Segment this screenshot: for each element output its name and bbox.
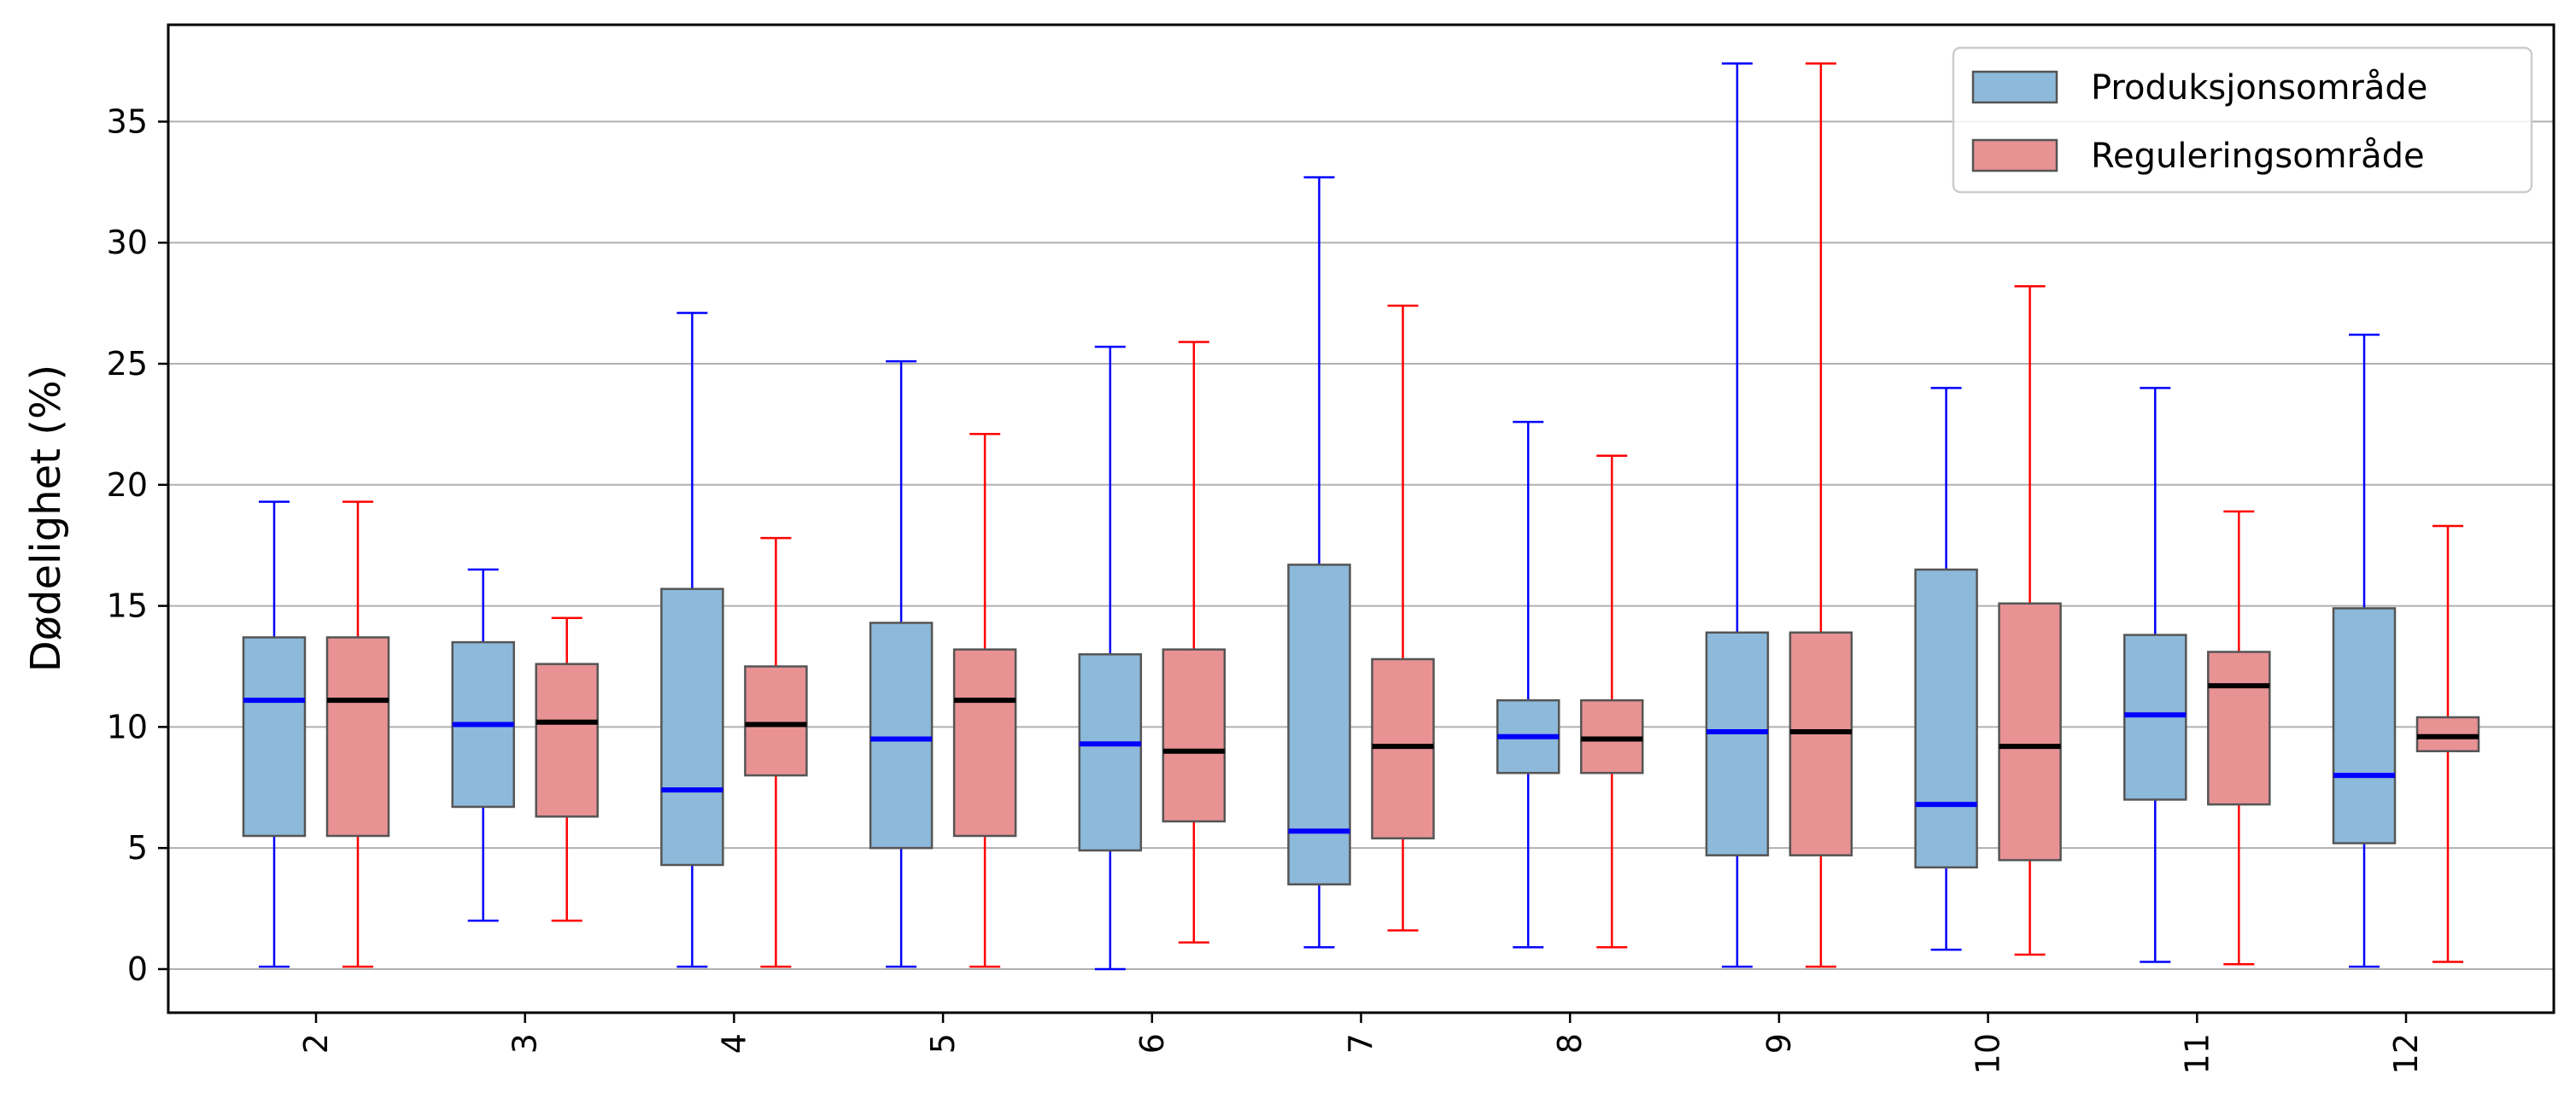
y-axis: 0 5 10 15 20 25 30 35 xyxy=(107,102,168,988)
box-iqr xyxy=(1789,631,1853,856)
legend-swatch-reguleringsomrade xyxy=(1971,138,2058,172)
box-iqr xyxy=(1705,631,1770,856)
box-iqr xyxy=(1914,568,1978,869)
y-axis-label: Dødelighet (%) xyxy=(22,365,70,673)
box-series xyxy=(242,62,2480,971)
box-reguleringsomrade xyxy=(1789,62,1853,968)
y-tick-label: 15 xyxy=(107,587,148,625)
legend-label-reguleringsomrade: Reguleringsområde xyxy=(2091,137,2425,176)
y-tick-label: 5 xyxy=(127,829,148,867)
box-produksjonsomrade xyxy=(242,500,307,968)
x-tick-label: 10 xyxy=(1970,1033,2007,1074)
legend-swatch-produksjonsomrade xyxy=(1971,70,2058,104)
y-tick-label: 10 xyxy=(107,708,148,745)
x-tick-label: 2 xyxy=(297,1033,335,1054)
y-tick-label: 30 xyxy=(107,224,148,261)
legend: Produksjonsområde Reguleringsområde xyxy=(1952,46,2533,194)
box-reguleringsomrade xyxy=(1998,285,2062,956)
x-axis: 2 3 4 5 6 7 8 9 10 11 12 xyxy=(297,1013,2425,1074)
box-produksjonsomrade xyxy=(1287,176,1351,949)
box-iqr xyxy=(1998,602,2062,862)
box-produksjonsomrade xyxy=(1914,387,1978,951)
box-iqr xyxy=(952,648,1017,838)
y-tick-label: 25 xyxy=(107,345,148,383)
box-produksjonsomrade xyxy=(660,312,724,968)
legend-frame xyxy=(1952,46,2533,194)
box-iqr xyxy=(325,636,390,838)
box-reguleringsomrade xyxy=(1371,304,1435,932)
x-tick-label: 9 xyxy=(1760,1033,1798,1054)
box-produksjonsomrade xyxy=(2123,387,2187,963)
box-iqr xyxy=(535,663,599,818)
box-reguleringsomrade xyxy=(744,536,808,968)
legend-label-produksjonsomrade: Produksjonsområde xyxy=(2091,68,2427,108)
x-tick-label: 6 xyxy=(1133,1033,1171,1054)
box-iqr xyxy=(1078,653,1143,852)
box-reguleringsomrade xyxy=(2207,510,2271,966)
box-iqr xyxy=(1287,564,1351,885)
box-reguleringsomrade xyxy=(2415,524,2480,963)
box-produksjonsomrade xyxy=(869,359,934,968)
x-tick-label: 8 xyxy=(1551,1033,1589,1054)
x-tick-label: 11 xyxy=(2178,1033,2216,1074)
box-iqr xyxy=(869,622,934,850)
box-produksjonsomrade xyxy=(451,568,515,922)
box-produksjonsomrade xyxy=(1496,420,1560,949)
box-produksjonsomrade xyxy=(2332,333,2397,968)
box-produksjonsomrade xyxy=(1078,345,1143,971)
box-reguleringsomrade xyxy=(1162,341,1227,944)
y-tick-label: 35 xyxy=(107,102,148,140)
box-produksjonsomrade xyxy=(1705,62,1770,968)
box-reguleringsomrade xyxy=(1579,454,1644,949)
box-reguleringsomrade xyxy=(325,500,390,968)
x-tick-label: 3 xyxy=(506,1033,544,1054)
box-iqr xyxy=(2207,651,2271,806)
x-tick-label: 5 xyxy=(924,1033,962,1054)
y-tick-label: 20 xyxy=(107,466,148,504)
x-tick-label: 12 xyxy=(2387,1033,2425,1074)
box-iqr xyxy=(2332,607,2397,844)
box-iqr xyxy=(242,636,307,838)
y-tick-label: 0 xyxy=(127,950,148,988)
grid xyxy=(168,120,2554,970)
box-reguleringsomrade xyxy=(952,432,1017,968)
box-reguleringsomrade xyxy=(535,616,599,922)
box-iqr xyxy=(744,665,808,777)
x-tick-label: 7 xyxy=(1343,1033,1380,1054)
x-tick-label: 4 xyxy=(715,1033,752,1054)
box-iqr xyxy=(660,587,724,867)
box-iqr xyxy=(1162,648,1227,823)
